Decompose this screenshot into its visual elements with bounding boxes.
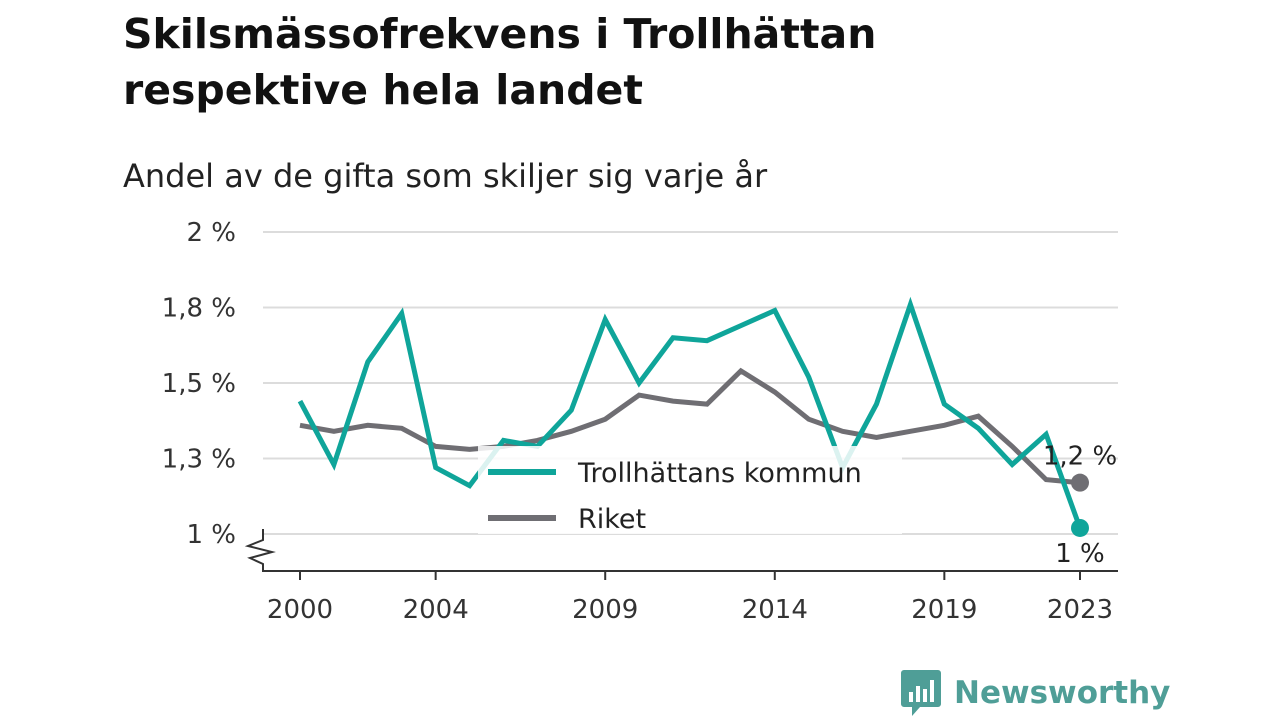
chart-title: Skilsmässofrekvens i Trollhättan respekt… <box>123 10 877 114</box>
legend-label: Riket <box>578 504 646 535</box>
x-tick-label: 2014 <box>742 595 808 625</box>
x-tick-label: 2000 <box>267 595 333 625</box>
series-lines <box>297 296 1083 529</box>
y-tick-label: 1,5 % <box>162 369 236 399</box>
y-axis: 1 % 1,3 % 1,5 % 1,8 % 2 % <box>162 218 236 550</box>
legend-label: Trollhättans kommun <box>577 458 862 489</box>
end-value-label: 1,2 % <box>1043 442 1117 472</box>
end-labels: 1 % 1,2 % <box>1043 442 1117 569</box>
chart-subtitle: Andel av de gifta som skiljer sig varje … <box>123 157 768 195</box>
newsworthy-logo-icon <box>901 670 941 716</box>
end-point-marker <box>1071 473 1089 492</box>
brand-logo: Newsworthy <box>900 668 1170 718</box>
brand-name: Newsworthy <box>954 675 1171 711</box>
end-value-label: 1 % <box>1055 539 1105 569</box>
legend: Trollhättans kommun Riket <box>478 446 902 535</box>
x-tick-label: 2009 <box>572 595 638 625</box>
x-tick-label: 2023 <box>1047 595 1113 625</box>
y-tick-label: 1 % <box>186 520 236 550</box>
series-line-trollhattan <box>297 296 1083 529</box>
y-tick-label: 2 % <box>186 218 236 248</box>
gridlines <box>263 231 1118 535</box>
x-tick-label: 2019 <box>911 595 977 625</box>
y-tick-label: 1,3 % <box>162 445 236 475</box>
axis-break-line <box>244 529 1118 572</box>
end-point-marker <box>1071 518 1089 537</box>
y-tick-label: 1,8 % <box>162 294 236 324</box>
x-tick-label: 2004 <box>403 595 469 625</box>
x-axis: 2000 2004 2009 2014 2019 2023 <box>244 529 1118 625</box>
